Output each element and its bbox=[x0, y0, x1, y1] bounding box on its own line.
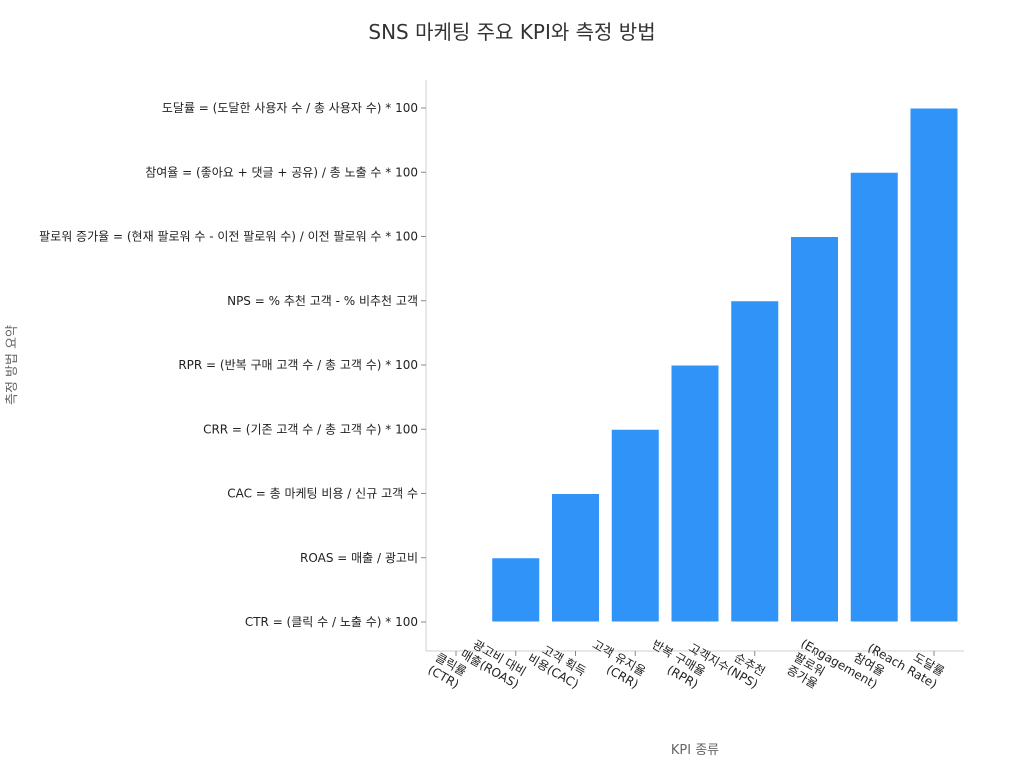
x-tick-label: 광고비 대비매출(ROAS) bbox=[458, 634, 528, 691]
bar bbox=[790, 236, 839, 623]
y-tick-label: RPR = (반복 구매 고객 수 / 총 고객 수) * 100 bbox=[178, 358, 418, 372]
x-axis-title: KPI 종류 bbox=[671, 743, 719, 758]
bars-group bbox=[491, 107, 959, 623]
y-tick-label: 팔로워 증가율 = (현재 팔로워 수 - 이전 팔로워 수) / 이전 팔로워… bbox=[39, 230, 418, 244]
bar bbox=[670, 364, 720, 623]
y-tick-label: CTR = (클릭 수 / 노출 수) * 100 bbox=[245, 615, 418, 629]
y-tick-label: CAC = 총 마케팅 비용 / 신규 고객 수 bbox=[227, 487, 418, 501]
y-tick-label: ROAS = 매출 / 광고비 bbox=[300, 551, 418, 565]
y-tick-label: 도달률 = (도달한 사용자 수 / 총 사용자 수) * 100 bbox=[162, 101, 418, 115]
x-tick-label: 고객 획득비용(CAC) bbox=[525, 639, 588, 692]
y-ticks-group: CTR = (클릭 수 / 노출 수) * 100 ROAS = 매출 / 광고비… bbox=[39, 101, 426, 629]
x-tick-label: 고객 유지율(CRR) bbox=[583, 637, 648, 691]
y-tick-label: 참여율 = (좋아요 + 댓글 + 공유) / 총 노출 수 * 100 bbox=[145, 165, 418, 179]
bar bbox=[610, 428, 660, 623]
x-ticks-group: 클릭률(CTR) 광고비 대비매출(ROAS) 고객 획득비용(CAC) 고객 유지율… bbox=[426, 634, 947, 692]
bar bbox=[491, 557, 541, 623]
y-tick-label: NPS = % 추천 고객 - % 비추천 고객 bbox=[227, 293, 418, 308]
y-tick-label: CRR = (기존 고객 수 / 총 고객 수) * 100 bbox=[203, 422, 418, 436]
bar bbox=[849, 171, 899, 623]
bar bbox=[730, 300, 780, 623]
chart-title: SNS 마케팅 주요 KPI와 측정 방법 bbox=[368, 20, 655, 44]
y-axis-title: 측정 방법 요약 bbox=[5, 325, 20, 405]
bar bbox=[909, 107, 959, 623]
bar bbox=[551, 493, 600, 623]
